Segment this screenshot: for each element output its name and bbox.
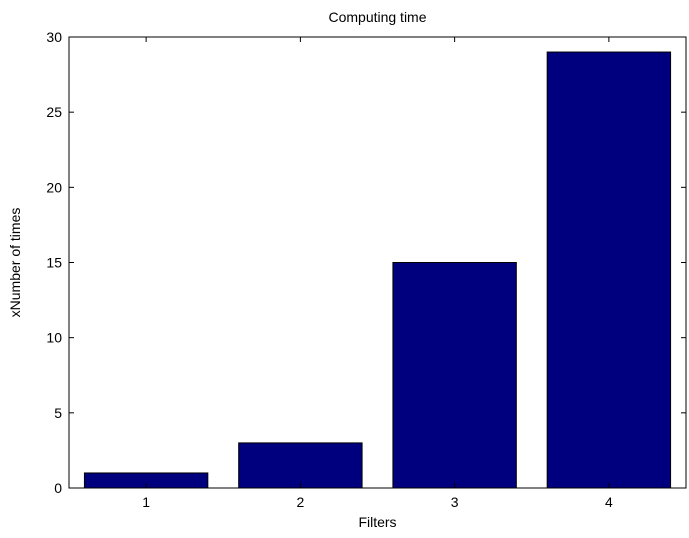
y-tick-label: 5: [54, 405, 62, 421]
ticks-layer: 1 2 3 4 0 5 10 15 20 25 30: [46, 29, 686, 510]
x-tick-label: 1: [142, 494, 150, 510]
bar-2: [238, 442, 363, 489]
y-axis-label: xNumber of times: [7, 208, 23, 318]
bars-layer: [83, 51, 672, 489]
x-axis-label: Filters: [358, 514, 396, 530]
y-tick-label: 10: [46, 330, 62, 346]
x-tick-label: 3: [451, 494, 459, 510]
y-tick-label: 15: [46, 255, 62, 271]
bar-4: [546, 51, 672, 489]
y-tick-label: 20: [46, 179, 62, 195]
y-tick-label: 25: [46, 104, 62, 120]
y-tick-label: 0: [54, 480, 62, 496]
bar-3: [392, 262, 517, 489]
x-tick-label: 4: [605, 494, 613, 510]
chart-title: Computing time: [328, 9, 426, 25]
x-tick-label: 2: [296, 494, 304, 510]
y-tick-label: 30: [46, 29, 62, 45]
